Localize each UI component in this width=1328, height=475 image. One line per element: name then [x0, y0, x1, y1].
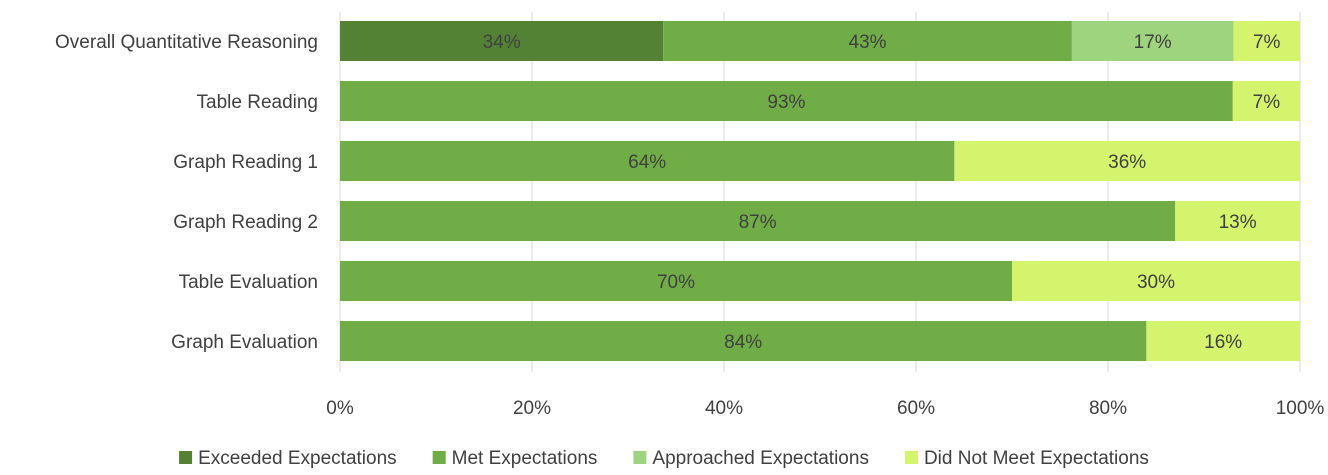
bar-segment: [663, 21, 1072, 61]
bar-segment: [340, 21, 664, 61]
data-label: 87%: [739, 212, 777, 233]
x-tick-label: 0%: [326, 398, 354, 419]
category-label: Table Evaluation: [179, 272, 318, 293]
gridlines: [339, 12, 1301, 372]
legend-swatch: [633, 451, 647, 464]
bars: [340, 21, 1300, 361]
bar-segment: [1233, 21, 1300, 61]
category-label: Graph Reading 2: [173, 212, 318, 233]
data-label: 64%: [628, 152, 666, 173]
category-label: Table Reading: [197, 92, 318, 113]
data-label: 93%: [767, 92, 805, 113]
data-label: 70%: [657, 272, 695, 293]
data-label: 7%: [1253, 92, 1281, 113]
legend-item: Met Expectations: [432, 448, 598, 469]
data-label: 17%: [1134, 32, 1172, 53]
bar-segment: [1175, 201, 1300, 241]
value-axis: 0% 20% 40% 60% 80% 100%: [326, 398, 1324, 419]
legend-item: Did Not Meet Expectations: [904, 448, 1149, 469]
data-label: 36%: [1108, 152, 1146, 173]
legend-item: Exceeded Expectations: [179, 448, 397, 469]
x-tick-label: 100%: [1276, 398, 1325, 419]
data-labels: 34% 43% 17% 7% 93% 7% 64% 36% 87% 13% 70% 30% 84% 16%: [483, 32, 1281, 353]
bar-segment: [1146, 321, 1300, 361]
category-axis: Overall Quantitative Reasoning Table Read…: [55, 32, 318, 353]
category-label: Overall Quantitative Reasoning: [55, 32, 318, 53]
legend-label: Did Not Meet Expectations: [924, 448, 1149, 469]
bar-segment: [1012, 261, 1300, 301]
x-tick-label: 80%: [1089, 398, 1127, 419]
bar-segment: [340, 81, 1233, 121]
legend-label: Approached Expectations: [652, 448, 869, 469]
bar-segment: [340, 321, 1147, 361]
legend: Exceeded Expectations Met Expectations App…: [179, 448, 1149, 469]
bar-segment: [954, 141, 1300, 181]
data-label: 34%: [483, 32, 521, 53]
legend-label: Met Expectations: [452, 448, 598, 469]
legend-swatch: [432, 451, 446, 464]
data-label: 16%: [1204, 332, 1242, 353]
data-label: 43%: [849, 32, 887, 53]
category-label: Graph Reading 1: [173, 152, 318, 173]
legend-item: Approached Expectations: [633, 448, 869, 469]
bar-segment: [1232, 81, 1300, 121]
x-tick-label: 60%: [897, 398, 935, 419]
legend-swatch: [179, 451, 193, 464]
data-label: 30%: [1137, 272, 1175, 293]
category-label: Graph Evaluation: [171, 332, 318, 353]
legend-swatch: [904, 451, 918, 464]
x-tick-label: 40%: [705, 398, 743, 419]
data-label: 7%: [1253, 32, 1281, 53]
data-label: 84%: [724, 332, 762, 353]
bar-segment: [340, 141, 955, 181]
bar-segment: [340, 261, 1012, 301]
bar-segment: [1071, 21, 1234, 61]
data-label: 13%: [1219, 212, 1257, 233]
bar-segment: [340, 201, 1176, 241]
legend-label: Exceeded Expectations: [198, 448, 397, 469]
x-tick-label: 20%: [513, 398, 551, 419]
